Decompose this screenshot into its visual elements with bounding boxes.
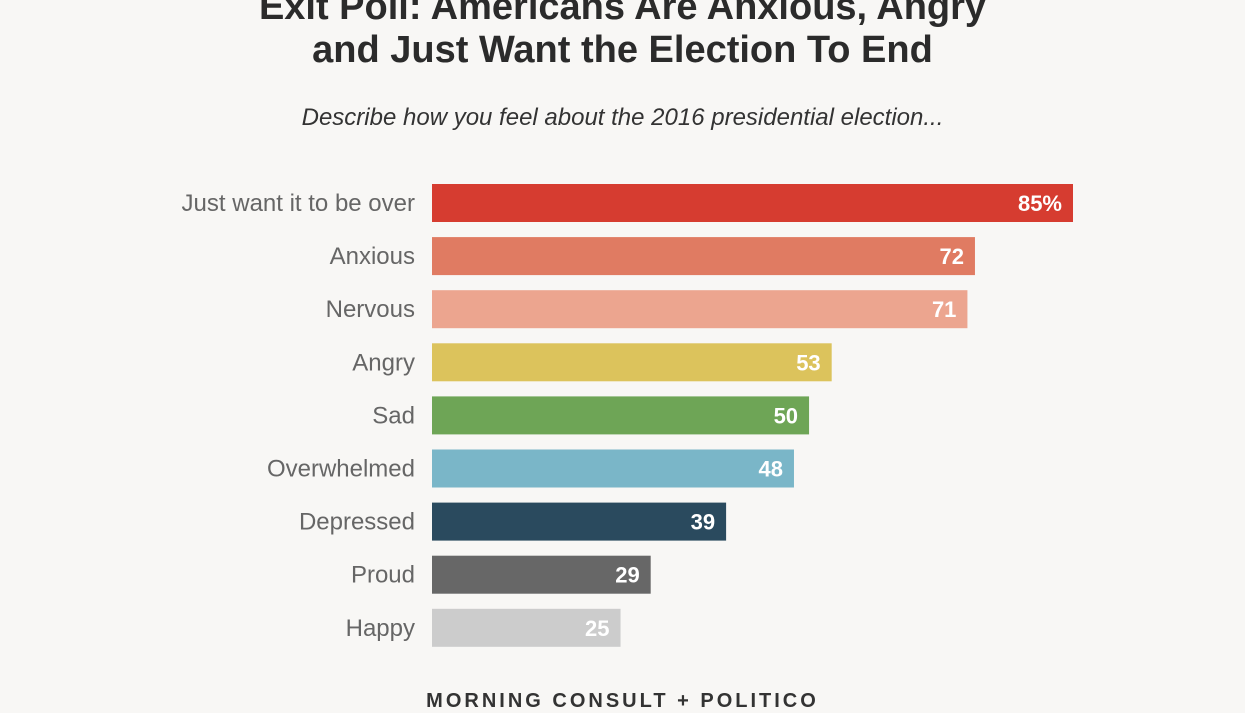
bar-0 (432, 184, 1073, 222)
value-label: 53 (796, 350, 820, 375)
bar-1 (432, 237, 975, 276)
bar-4 (432, 396, 810, 435)
chart-title-line-1: Exit Poll: Americans Are Anxious, Angry (258, 0, 987, 28)
bar-7 (432, 555, 651, 594)
category-label: Proud (351, 562, 415, 589)
value-label: 48 (758, 457, 782, 482)
value-label: 85% (1018, 191, 1062, 216)
category-label: Happy (346, 615, 415, 642)
value-label: 39 (691, 510, 715, 535)
value-label: 72 (939, 244, 963, 269)
bar-2 (432, 290, 968, 329)
value-label: 71 (932, 297, 956, 322)
footer-logo: MORNING CONSULT + POLITICO (426, 690, 819, 712)
bar-5 (432, 449, 794, 488)
category-label: Nervous (326, 296, 415, 323)
category-label: Angry (352, 349, 415, 376)
value-label: 29 (615, 563, 639, 588)
category-label: Just want it to be over (182, 190, 415, 217)
value-label: 25 (585, 616, 609, 641)
category-label: Overwhelmed (267, 456, 415, 483)
bar-8 (432, 608, 621, 647)
chart-subtitle: Describe how you feel about the 2016 pre… (301, 104, 944, 131)
category-label: Sad (372, 402, 415, 429)
value-label: 50 (774, 403, 798, 428)
category-label: Depressed (299, 509, 415, 536)
bar-6 (432, 502, 727, 541)
category-label: Anxious (330, 243, 415, 270)
chart-title-line-2: and Just Want the Election To End (312, 29, 933, 71)
bar-3 (432, 343, 832, 382)
